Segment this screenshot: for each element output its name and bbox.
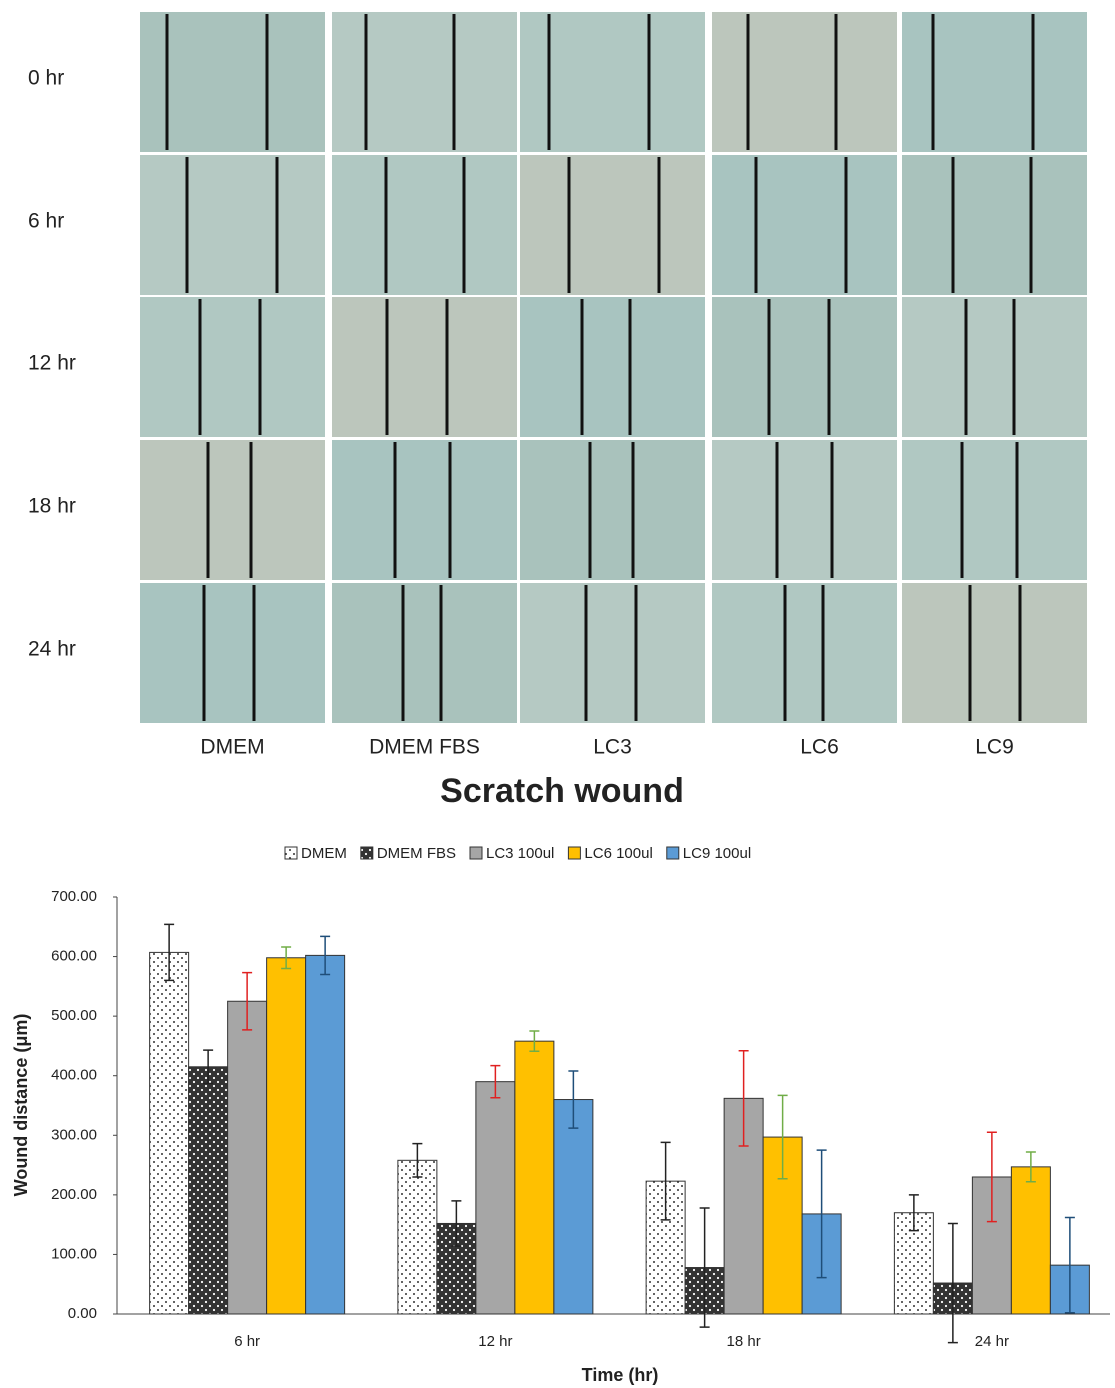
bar xyxy=(1011,1167,1050,1314)
microscopy-image xyxy=(140,155,325,295)
legend-label: DMEM FBS xyxy=(377,845,456,862)
microscopy-image xyxy=(140,297,325,437)
microscopy-image xyxy=(140,583,325,723)
bar xyxy=(189,1067,228,1314)
microscopy-image xyxy=(902,297,1087,437)
figure: Scratch wound Time (hr) Wound distance (… xyxy=(0,0,1115,1388)
bar xyxy=(515,1041,554,1314)
row-label: 6 hr xyxy=(28,210,64,233)
legend-swatch xyxy=(285,847,297,859)
microscopy-image xyxy=(332,12,517,152)
y-tick-label: 300.00 xyxy=(51,1126,97,1143)
x-tick-label: 6 hr xyxy=(234,1333,260,1350)
bar xyxy=(150,952,189,1314)
row-label: 0 hr xyxy=(28,67,64,90)
caption: Scratch wound xyxy=(440,772,684,810)
legend-label: LC6 100ul xyxy=(584,845,652,862)
x-tick-label: 12 hr xyxy=(478,1333,512,1350)
x-tick-label: 18 hr xyxy=(727,1333,761,1350)
bar xyxy=(306,955,345,1314)
legend-swatch xyxy=(361,847,373,859)
microscopy-image xyxy=(902,440,1087,580)
legend-label: LC3 100ul xyxy=(486,845,554,862)
x-tick-label: 24 hr xyxy=(975,1333,1009,1350)
y-tick-label: 600.00 xyxy=(51,948,97,965)
y-tick-label: 500.00 xyxy=(51,1007,97,1024)
legend-swatch xyxy=(568,847,580,859)
microscopy-image xyxy=(332,583,517,723)
row-label: 18 hr xyxy=(28,495,76,518)
y-axis-title: Wound distance (μm) xyxy=(11,1014,31,1197)
row-label: 24 hr xyxy=(28,638,76,661)
image-grid xyxy=(140,12,1087,723)
column-label: DMEM FBS xyxy=(369,736,480,759)
legend-label: DMEM xyxy=(301,845,347,862)
microscopy-image xyxy=(902,155,1087,295)
bar xyxy=(267,958,306,1314)
row-label: 12 hr xyxy=(28,352,76,375)
column-label: LC3 xyxy=(593,736,632,759)
y-tick-label: 0.00 xyxy=(68,1305,97,1322)
microscopy-image xyxy=(712,583,897,723)
microscopy-image xyxy=(520,297,705,437)
y-tick-label: 100.00 xyxy=(51,1245,97,1262)
microscopy-image xyxy=(332,297,517,437)
microscopy-image xyxy=(712,155,897,295)
microscopy-image xyxy=(332,155,517,295)
microscopy-image xyxy=(902,12,1087,152)
bar xyxy=(398,1160,437,1314)
microscopy-image xyxy=(520,440,705,580)
bar xyxy=(476,1082,515,1314)
microscopy-image xyxy=(140,440,325,580)
legend-swatch xyxy=(470,847,482,859)
bar xyxy=(228,1001,267,1314)
x-axis-title: Time (hr) xyxy=(582,1365,659,1385)
y-tick-label: 200.00 xyxy=(51,1186,97,1203)
y-tick-label: 700.00 xyxy=(51,888,97,905)
legend-label: LC9 100ul xyxy=(683,845,751,862)
bar xyxy=(554,1100,593,1314)
microscopy-image xyxy=(332,440,517,580)
microscopy-image xyxy=(902,583,1087,723)
microscopy-image xyxy=(712,440,897,580)
column-label: LC9 xyxy=(975,736,1014,759)
column-label: DMEM xyxy=(200,736,264,759)
y-tick-label: 400.00 xyxy=(51,1067,97,1084)
column-label: LC6 xyxy=(800,736,839,759)
microscopy-image xyxy=(520,583,705,723)
microscopy-image xyxy=(520,155,705,295)
microscopy-image xyxy=(712,297,897,437)
microscopy-image xyxy=(712,12,897,152)
legend-swatch xyxy=(667,847,679,859)
